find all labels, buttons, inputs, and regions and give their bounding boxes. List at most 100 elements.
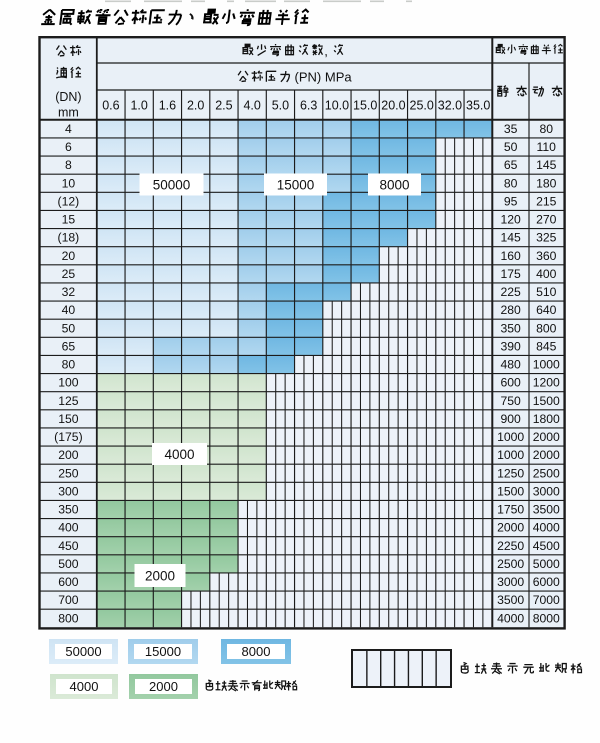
svg-text:125: 125 [58, 394, 79, 408]
svg-text:7000: 7000 [533, 593, 560, 607]
svg-text:750: 750 [500, 394, 521, 408]
svg-text:160: 160 [500, 249, 521, 263]
svg-text:2000: 2000 [533, 448, 560, 462]
svg-text:200: 200 [58, 448, 79, 462]
svg-text:5000: 5000 [533, 557, 560, 571]
svg-text:3000: 3000 [497, 575, 524, 589]
svg-text:1250: 1250 [497, 466, 524, 480]
svg-text:390: 390 [500, 339, 521, 353]
svg-text:100: 100 [58, 376, 79, 390]
svg-text:4.0: 4.0 [243, 98, 260, 112]
svg-text:2000: 2000 [533, 430, 560, 444]
svg-text:145: 145 [536, 158, 557, 172]
svg-text:600: 600 [500, 376, 521, 390]
svg-text:8000: 8000 [379, 177, 409, 192]
svg-text:(DN): (DN) [55, 90, 81, 104]
svg-text:845: 845 [536, 339, 557, 353]
svg-text:480: 480 [500, 358, 521, 372]
svg-text:5.0: 5.0 [272, 98, 289, 112]
svg-text:,: , [324, 44, 328, 59]
svg-text:95: 95 [504, 194, 518, 208]
svg-text:mm: mm [58, 106, 79, 120]
svg-text:6.3: 6.3 [300, 98, 317, 112]
svg-text:6000: 6000 [533, 575, 560, 589]
svg-text:50000: 50000 [65, 644, 101, 659]
svg-text:175: 175 [500, 267, 521, 281]
svg-text:1.0: 1.0 [130, 98, 147, 112]
svg-text:900: 900 [500, 412, 521, 426]
svg-text:20: 20 [62, 249, 76, 263]
svg-text:15.0: 15.0 [353, 98, 377, 112]
svg-text:1000: 1000 [497, 430, 524, 444]
svg-text:150: 150 [58, 412, 79, 426]
svg-text:(175): (175) [54, 430, 82, 444]
svg-text:20.0: 20.0 [381, 98, 405, 112]
svg-text:120: 120 [500, 213, 521, 227]
svg-text:215: 215 [536, 194, 557, 208]
svg-text:4: 4 [65, 122, 72, 136]
svg-text:600: 600 [58, 575, 79, 589]
svg-text:270: 270 [536, 213, 557, 227]
svg-text:640: 640 [536, 303, 557, 317]
svg-text:15000: 15000 [145, 644, 181, 659]
svg-text:1800: 1800 [533, 412, 560, 426]
svg-text:3500: 3500 [497, 593, 524, 607]
svg-text:450: 450 [58, 539, 79, 553]
svg-text:225: 225 [500, 285, 521, 299]
svg-text:4000: 4000 [533, 521, 560, 535]
svg-text:1.6: 1.6 [159, 98, 176, 112]
svg-text:2.0: 2.0 [187, 98, 204, 112]
svg-text:400: 400 [58, 521, 79, 535]
svg-text:3500: 3500 [533, 503, 560, 517]
svg-text:(PN) MPa: (PN) MPa [295, 70, 353, 85]
svg-text:800: 800 [58, 611, 79, 625]
svg-text:1500: 1500 [533, 394, 560, 408]
svg-text:180: 180 [536, 176, 557, 190]
svg-text:65: 65 [504, 158, 518, 172]
svg-text:15: 15 [62, 213, 76, 227]
svg-text:35.0: 35.0 [466, 98, 490, 112]
svg-text:250: 250 [58, 466, 79, 480]
svg-text:500: 500 [58, 557, 79, 571]
svg-text:350: 350 [58, 503, 79, 517]
svg-text:32: 32 [62, 285, 76, 299]
svg-text:2000: 2000 [497, 521, 524, 535]
svg-text:145: 145 [500, 231, 521, 245]
svg-text:8000: 8000 [533, 611, 560, 625]
svg-text:10: 10 [62, 176, 76, 190]
svg-text:2000: 2000 [145, 568, 175, 583]
svg-text:50: 50 [62, 321, 76, 335]
svg-text:80: 80 [539, 122, 553, 136]
svg-text:15000: 15000 [277, 177, 315, 192]
svg-text:4000: 4000 [70, 679, 99, 694]
svg-text:800: 800 [536, 321, 557, 335]
svg-text:360: 360 [536, 249, 557, 263]
svg-text:2500: 2500 [497, 557, 524, 571]
svg-text:1750: 1750 [497, 503, 524, 517]
svg-text:35: 35 [504, 122, 518, 136]
svg-text:2500: 2500 [533, 466, 560, 480]
svg-text:1000: 1000 [497, 448, 524, 462]
svg-text:2000: 2000 [149, 679, 178, 694]
svg-text:(18): (18) [58, 231, 80, 245]
svg-text:510: 510 [536, 285, 557, 299]
svg-text:4000: 4000 [497, 611, 524, 625]
svg-text:300: 300 [58, 484, 79, 498]
svg-text:0.6: 0.6 [102, 98, 119, 112]
svg-text:3000: 3000 [533, 484, 560, 498]
svg-text:25.0: 25.0 [410, 98, 434, 112]
svg-text:280: 280 [500, 303, 521, 317]
svg-text:80: 80 [62, 358, 76, 372]
svg-text:700: 700 [58, 593, 79, 607]
svg-text:32.0: 32.0 [438, 98, 462, 112]
svg-text:2250: 2250 [497, 539, 524, 553]
svg-text:1000: 1000 [533, 358, 560, 372]
svg-text:25: 25 [62, 267, 76, 281]
svg-text:110: 110 [537, 140, 557, 154]
svg-text:(12): (12) [58, 194, 80, 208]
svg-text:325: 325 [536, 231, 557, 245]
svg-text:4500: 4500 [533, 539, 560, 553]
svg-text:80: 80 [504, 176, 518, 190]
svg-text:10.0: 10.0 [325, 98, 349, 112]
svg-text:1500: 1500 [497, 484, 524, 498]
